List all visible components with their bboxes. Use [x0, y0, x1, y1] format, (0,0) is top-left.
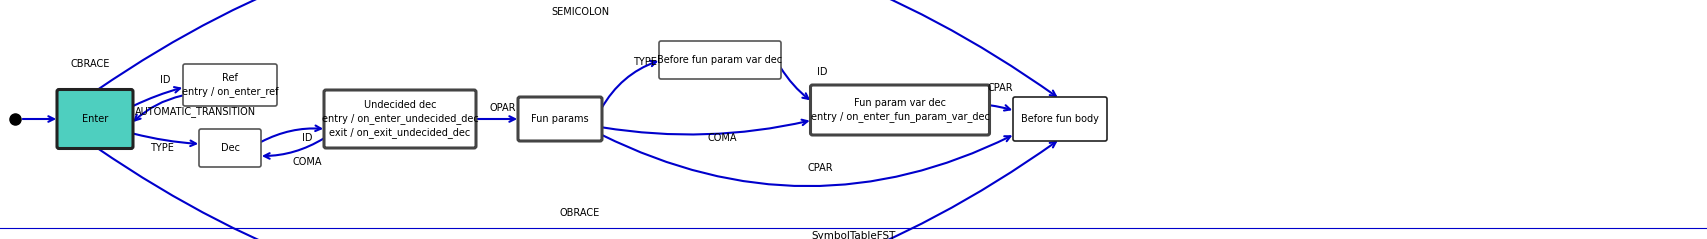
FancyBboxPatch shape	[200, 129, 261, 167]
Text: Fun params: Fun params	[531, 114, 589, 124]
Text: Before fun body: Before fun body	[1021, 114, 1098, 124]
Text: COMA: COMA	[292, 157, 321, 167]
Text: SymbolTableFST: SymbolTableFST	[811, 231, 896, 239]
FancyBboxPatch shape	[1012, 97, 1106, 141]
FancyBboxPatch shape	[56, 89, 133, 148]
Text: COMA: COMA	[707, 133, 736, 143]
Text: CPAR: CPAR	[987, 83, 1012, 93]
FancyBboxPatch shape	[811, 85, 988, 135]
FancyBboxPatch shape	[324, 90, 476, 148]
Text: TYPE: TYPE	[633, 57, 657, 67]
Text: Ref
entry / on_enter_ref: Ref entry / on_enter_ref	[181, 73, 278, 97]
Text: SEMICOLON: SEMICOLON	[551, 7, 609, 17]
Text: Enter: Enter	[82, 114, 108, 124]
Text: ID: ID	[302, 133, 312, 143]
FancyBboxPatch shape	[517, 97, 601, 141]
Text: AUTOMATIC_TRANSITION: AUTOMATIC_TRANSITION	[135, 107, 256, 117]
Text: ID: ID	[816, 67, 826, 77]
Text: OBRACE: OBRACE	[560, 208, 599, 218]
FancyBboxPatch shape	[183, 64, 277, 106]
Text: ID: ID	[160, 75, 171, 85]
Text: OPAR: OPAR	[490, 103, 516, 113]
Text: Before fun param var dec: Before fun param var dec	[657, 55, 782, 65]
Text: Undecided dec
entry / on_enter_undecided_dec
exit / on_exit_undecided_dec: Undecided dec entry / on_enter_undecided…	[321, 100, 478, 138]
FancyBboxPatch shape	[659, 41, 780, 79]
Text: CPAR: CPAR	[807, 163, 833, 173]
Text: Fun param var dec
entry / on_enter_fun_param_var_dec: Fun param var dec entry / on_enter_fun_p…	[811, 98, 988, 122]
Text: CBRACE: CBRACE	[70, 59, 109, 69]
Text: Dec: Dec	[220, 143, 239, 153]
Text: TYPE: TYPE	[150, 143, 174, 153]
